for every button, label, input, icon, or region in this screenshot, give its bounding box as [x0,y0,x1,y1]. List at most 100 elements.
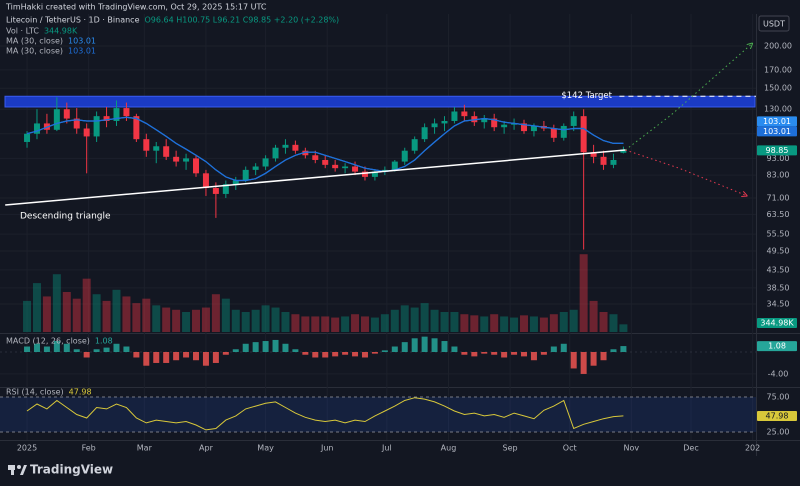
macd-bar [232,349,239,352]
brand: TradingView [30,463,113,477]
volume-bar [162,307,171,332]
candle-body [272,147,279,159]
macd-bar [342,352,349,355]
rsi-line [26,397,624,431]
candle-body [93,116,100,137]
macd-bar [600,352,607,361]
candle-body [133,116,140,140]
price-badge-bg [757,145,797,156]
currency-box[interactable] [758,15,790,32]
volume-bar [142,298,151,332]
macd-bar [352,352,359,357]
legend-text: 103.01 [68,47,96,56]
candle-body [232,180,239,185]
candle-body [451,111,458,121]
macd-bar [511,352,518,355]
macd-bar [421,336,428,352]
candle-body [560,125,567,138]
macd-bar [322,352,329,358]
candle-body [113,108,120,121]
volume-bar [420,303,429,332]
candle-body [610,159,617,165]
volume-badge: 344.98K [760,319,794,328]
candle-body [322,159,329,165]
y-tick-label: -4.00 [768,369,789,378]
volume-bar [192,309,201,332]
legend-text: 344.98K [44,27,78,36]
macd-bar [63,343,70,352]
currency[interactable]: USDT [763,20,785,29]
macd-bar [411,338,418,352]
x-tick-label: Sep [503,444,518,453]
candle-body [123,108,130,117]
macd-bar [153,352,160,363]
candle-body [411,139,418,151]
volume-bar [182,312,191,332]
macd-bar [123,346,130,352]
volume-bar [311,316,320,332]
candle-body [352,166,359,172]
legend-text: 1.08 [95,337,113,346]
macd-bar [570,352,577,369]
y-tick-label: 71.00 [767,194,790,203]
author-note: TimHakki created with TradingView.com, O… [5,3,267,12]
macd-bar [24,346,31,352]
macd-bar [173,352,180,361]
legend-text: MA (30, close) [6,47,63,56]
volume-bar [609,314,618,332]
legend-text: Litecoin / TetherUS · 1D · Binance [6,16,140,25]
macd-bar [481,352,488,354]
volume-bar [172,309,181,332]
macd-bar [491,352,498,355]
candle-body [193,158,200,174]
y-tick-label: 38.50 [767,283,790,292]
candle-body [342,166,349,169]
candle-body [461,111,468,117]
macd-bar [73,349,80,352]
volume-bar [331,317,340,332]
y-tick-label: 55.50 [767,230,790,239]
macd-bar [550,346,557,352]
y-tick-label: 49.50 [767,246,790,255]
volume-bar [589,300,598,332]
price-badge: 98.85 [766,146,789,155]
legend-text: MACD (12, 26, close) [6,337,90,346]
candle-body [252,166,259,170]
macd-bar [143,352,150,366]
candle-body [173,156,180,162]
x-tick-label: Mar [137,444,153,453]
volume-bar [450,312,459,332]
ma-line [26,116,624,182]
legend-text: Vol · LTC [6,27,39,36]
volume-bar [122,296,131,332]
candle-body [153,146,160,151]
volume-bar [261,305,270,332]
macd-bar [212,352,219,363]
x-tick-label: 2025 [17,444,37,453]
macd-bar [391,346,398,352]
legend-text: O96.64 H100.75 L96.21 C98.85 +2.20 (+2.2… [145,16,340,25]
volume-bar [72,298,81,332]
macd-bar [332,352,339,357]
volume-bar [341,316,350,332]
candle-body [441,120,448,124]
macd-bar [620,346,627,352]
volume-bar [490,314,499,332]
volume-bar [62,292,71,332]
volume-bar [152,305,161,332]
candle-body [501,124,508,128]
candle-body [262,158,269,167]
macd-bar [610,349,617,352]
volume-bar [619,324,628,332]
volume-bar [410,307,419,332]
volume-badge-bg [757,318,797,328]
bear-projection [625,149,744,195]
x-tick-label: Feb [82,444,96,453]
candle-body [600,156,607,165]
y-tick-label: 200.00 [764,41,792,50]
target-zone [4,95,756,108]
macd-bar [441,341,448,352]
macd-bar [133,352,140,358]
macd-bar [292,349,299,352]
candle-body [53,109,60,130]
